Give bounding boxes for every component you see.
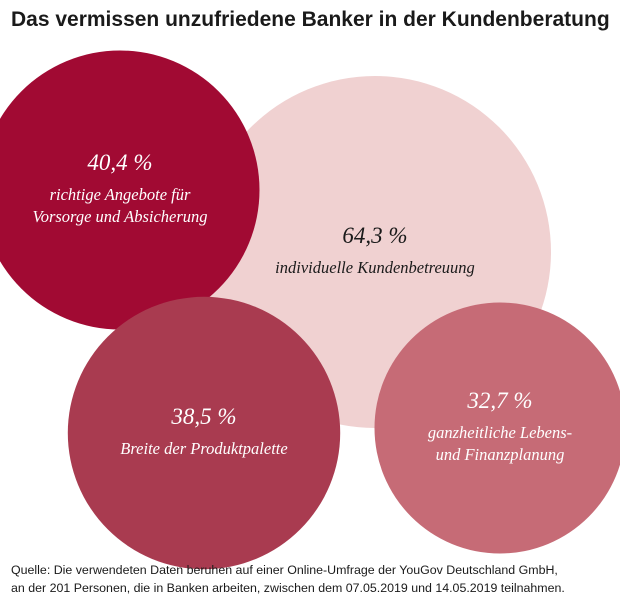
source-line-2: an der 201 Personen, die in Banken arbei…: [11, 581, 565, 595]
bubble-produktpalette: 38,5 % Breite der Produktpalette: [67, 296, 341, 570]
bubble-value-finanzplanung: 32,7 %: [466, 388, 532, 413]
bubble-value-kundenbetreuung: 64,3 %: [342, 223, 407, 248]
bubble-label-finanzplanung-line-1: ganzheitliche Lebens-: [428, 423, 572, 442]
chart-title: Das vermissen unzufriedene Banker in der…: [11, 8, 610, 31]
bubble-finanzplanung: 32,7 % ganzheitliche Lebens-und Finanzpla…: [374, 302, 620, 554]
bubble-circle-produktpalette: [67, 296, 341, 570]
bubble-circle-finanzplanung: [374, 302, 620, 554]
source-line-1: Quelle: Die verwendeten Daten beruhen au…: [11, 563, 558, 577]
bubble-label-kundenbetreuung-line-1: individuelle Kundenbetreuung: [275, 258, 475, 277]
bubble-circle-vorsorge: [0, 50, 260, 330]
bubble-vorsorge: 40,4 % richtige Angebote für Vorsorge und …: [0, 50, 260, 330]
bubble-label-vorsorge-line-1: richtige Angebote für: [50, 185, 191, 204]
source-note: Quelle: Die verwendeten Daten beruhen au…: [11, 561, 611, 597]
bubble-label-produktpalette-line-1: Breite der Produktpalette: [120, 439, 287, 458]
bubble-value-produktpalette: 38,5 %: [170, 404, 236, 429]
bubble-label-finanzplanung-line-2: und Finanzplanung: [436, 445, 565, 464]
bubble-label-vorsorge-line-2: Vorsorge und Absicherung: [32, 207, 207, 226]
bubble-value-vorsorge: 40,4 %: [87, 150, 152, 175]
